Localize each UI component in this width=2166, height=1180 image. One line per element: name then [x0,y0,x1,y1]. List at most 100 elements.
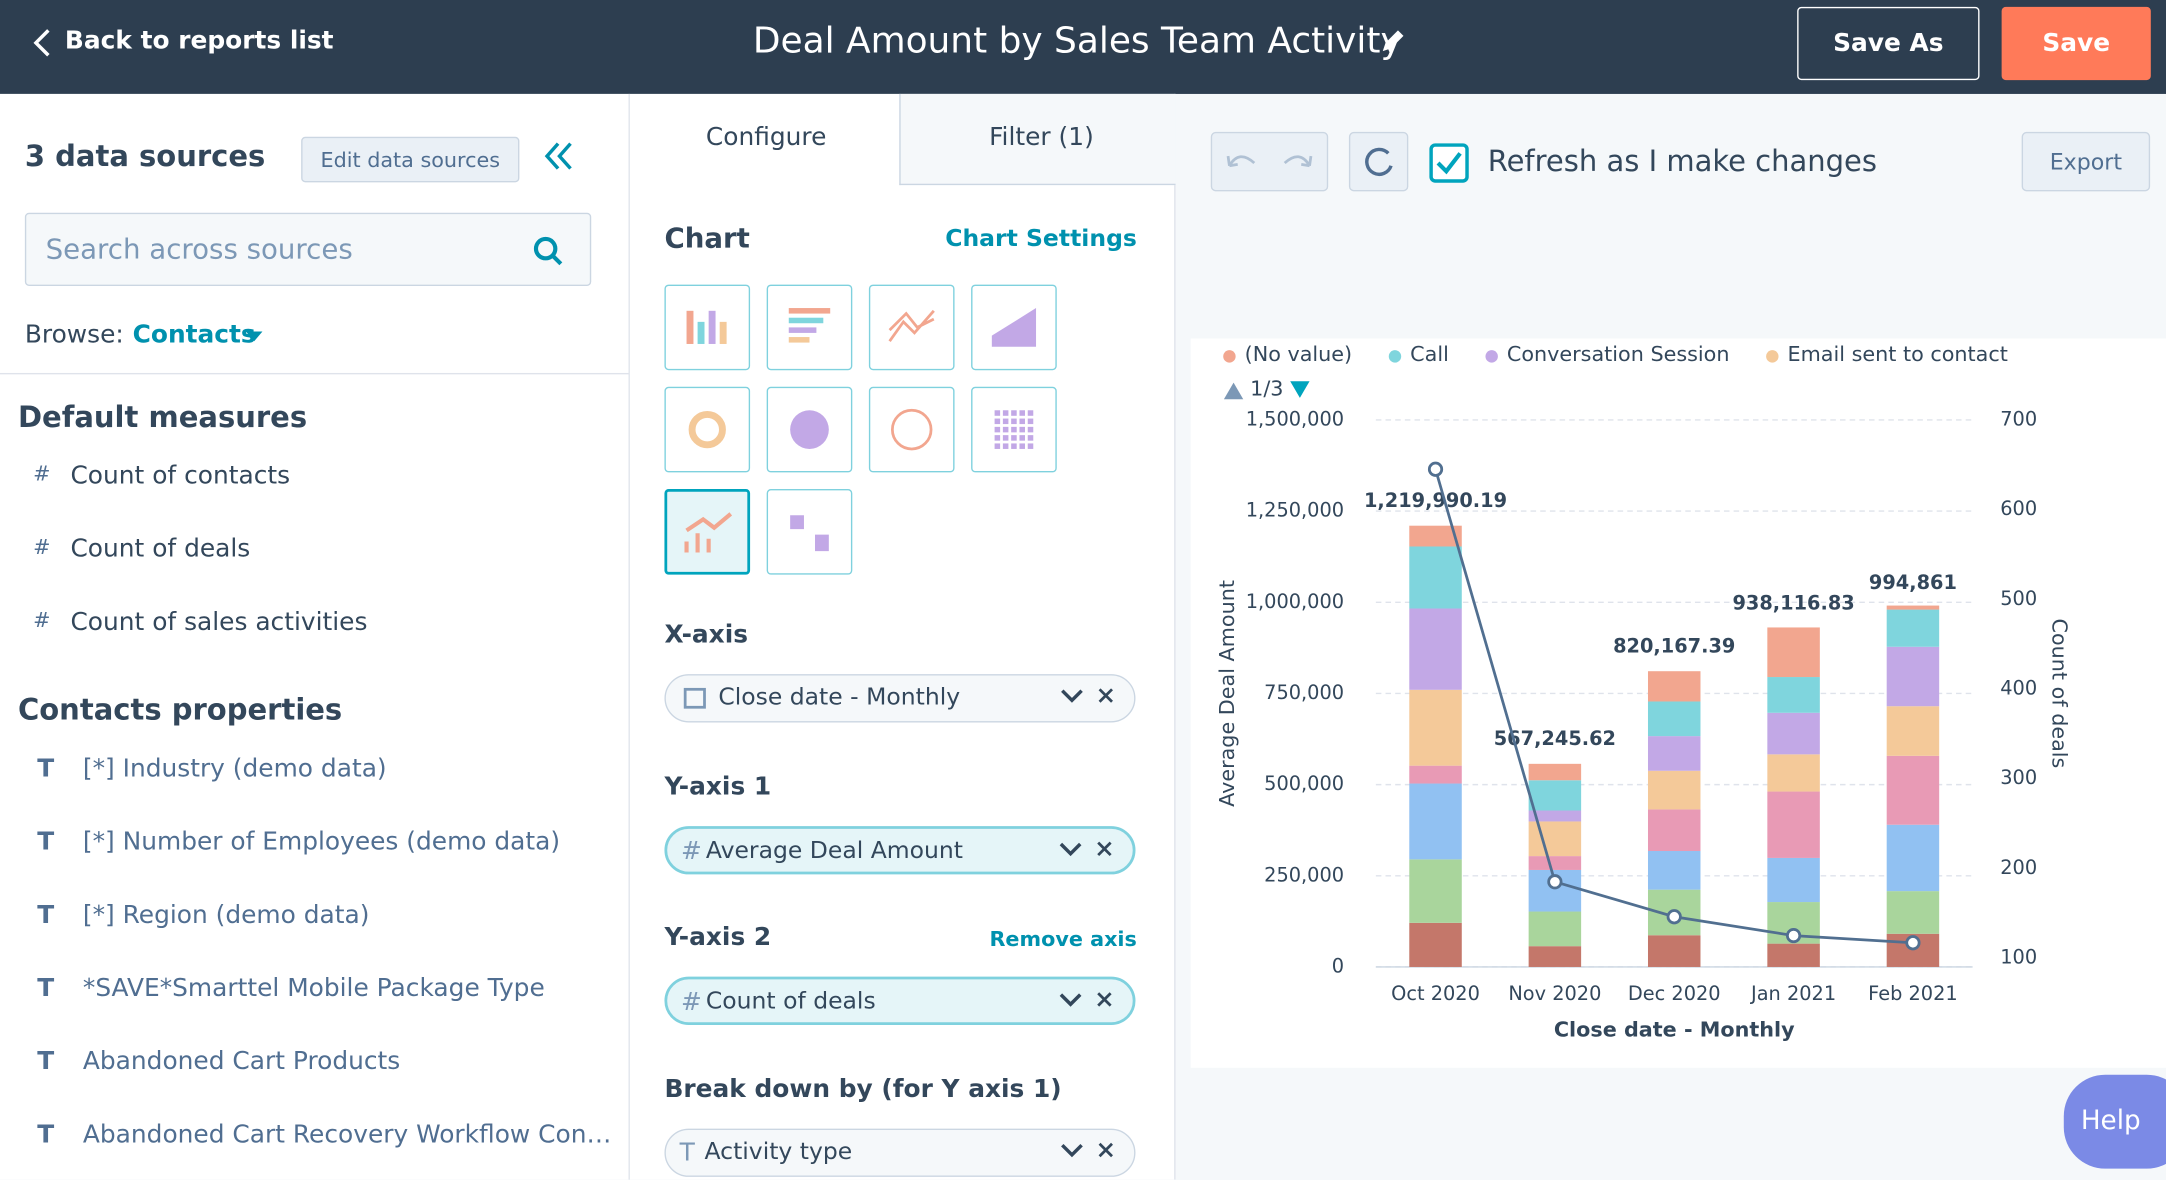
bar-segment[interactable] [1528,810,1582,822]
chart-type-option[interactable] [664,284,751,371]
tab[interactable]: Configure [705,122,827,152]
checkbox[interactable] [1429,143,1469,183]
export-button[interactable] [2021,131,2151,192]
bar-segment[interactable] [1647,850,1701,890]
field-label: X-axis [664,620,749,650]
redo-icon [1283,155,1313,168]
browse-value[interactable]: Contacts [132,320,256,350]
left-panel: 3 data sources Edit data sources Search … [0,93,630,1180]
save-as-button[interactable]: Save As [1797,6,1980,81]
back-link[interactable]: Back to reports list [64,26,334,56]
bar-segment[interactable] [1767,754,1820,792]
bar-segment[interactable] [1767,677,1820,713]
bar-segment[interactable] [1886,706,1940,756]
bar-segment[interactable] [1647,736,1701,771]
bar-segment[interactable] [1528,946,1582,967]
collapse-icon[interactable] [544,141,574,171]
bar-segment[interactable] [1409,608,1462,690]
edit-sources-button[interactable]: Edit data sources [301,136,520,183]
dropdown-and-clear[interactable] [1058,986,1119,1014]
field-pill[interactable]: # Count of deals [664,976,1136,1025]
bar-segment[interactable] [1886,824,1940,892]
dropdown-and-clear[interactable] [1060,1137,1121,1165]
property-item[interactable]: [*] Region (demo data) [82,900,370,930]
item-icon: T [37,973,55,1003]
chart-type-option[interactable] [766,284,853,371]
icon-shape [994,435,1001,441]
bar-segment[interactable] [1409,859,1462,923]
legend-label[interactable]: Conversation Session [1507,342,1730,366]
bar-segment[interactable] [1409,689,1462,766]
chart-settings-link[interactable]: Chart Settings [945,225,1137,253]
chart-type-option[interactable] [868,386,955,473]
line-point[interactable] [1785,927,1802,944]
help-button[interactable] [2063,1074,2166,1169]
property-item[interactable]: [*] Number of Employees (demo data) [82,827,561,857]
save-button[interactable]: Save [2001,6,2151,81]
refresh-button[interactable] [1348,131,1409,192]
field-pill[interactable]: T Activity type [664,1128,1136,1177]
chart-type-option[interactable] [971,386,1057,473]
legend-label[interactable]: Call [1410,342,1449,366]
bar-segment[interactable] [1886,609,1940,647]
line-point[interactable] [1547,874,1563,890]
property-item[interactable]: [*] Industry (demo data) [82,754,387,784]
line-point[interactable] [1427,461,1444,477]
chart-type-option[interactable] [971,284,1057,371]
bar-segment[interactable] [1647,809,1701,851]
bar-segment[interactable] [1767,857,1820,903]
legend-label[interactable]: (No value) [1245,342,1353,366]
bar-segment[interactable] [1647,770,1701,810]
line-point[interactable] [1666,909,1682,925]
undo-redo[interactable] [1210,131,1329,192]
bar-segment[interactable] [1409,765,1462,784]
bar-segment[interactable] [1528,821,1582,857]
edit-icon[interactable] [1379,28,1407,56]
dropdown-and-clear[interactable] [1058,836,1119,864]
field-pill[interactable]: # Average Deal Amount [664,826,1136,875]
legend-label[interactable]: Email sent to contact [1788,342,2008,366]
bar-segment[interactable] [1886,891,1940,934]
dropdown-and-clear[interactable] [1060,682,1121,710]
bar-segment[interactable] [1767,712,1820,755]
property-item[interactable]: Count of sales activities [70,607,368,637]
bar-segment[interactable] [1528,763,1582,781]
bar-segment[interactable] [1647,671,1701,702]
bar-segment[interactable] [1886,605,1940,610]
chart-type-option[interactable] [664,386,751,473]
legend-next[interactable] [1290,381,1310,398]
property-item[interactable]: Abandoned Cart Products [82,1047,401,1077]
bar-segment[interactable] [1409,546,1462,609]
remove-axis-link[interactable]: Remove axis [989,926,1137,952]
chart-type-option[interactable] [766,386,853,473]
bar-segment[interactable] [1647,935,1701,967]
property-item[interactable]: Abandoned Cart Recovery Workflow Con… [82,1120,612,1150]
line-point[interactable] [1905,935,1921,951]
chart-type-option[interactable] [868,284,955,371]
bar-segment[interactable] [1409,922,1462,967]
y2-tick-label: 300 [2000,766,2037,789]
bar-segment[interactable] [1767,627,1820,678]
chart-type-option[interactable] [664,489,751,575]
property-item[interactable]: Count of contacts [70,461,291,491]
bar-segment[interactable] [1886,646,1940,707]
bar-segment[interactable] [1767,943,1820,967]
chart-type-option[interactable] [766,489,853,575]
property-item[interactable]: Count of deals [70,534,251,564]
tab[interactable]: Filter (1) [989,122,1094,152]
property-item[interactable]: *SAVE*Smarttel Mobile Package Type [82,973,545,1003]
field-pill[interactable]: Close date - Monthly [664,674,1136,723]
bar-segment[interactable] [1409,783,1462,860]
bar-segment[interactable] [1409,525,1462,547]
bar-segment[interactable] [1647,701,1701,737]
bar-segment[interactable] [1886,755,1940,825]
legend-prev[interactable] [1223,382,1244,400]
bar-segment[interactable] [1528,780,1582,811]
bar-segment[interactable] [1528,911,1582,947]
icon-shape [683,687,706,709]
bar-segment[interactable] [1528,856,1582,870]
y-tick-label: 1,500,000 [1246,407,1344,430]
bar-segment[interactable] [1767,791,1820,858]
total-label: 1,219,990.19 [1364,489,1507,512]
search-box[interactable]: Search across sources [24,212,592,286]
